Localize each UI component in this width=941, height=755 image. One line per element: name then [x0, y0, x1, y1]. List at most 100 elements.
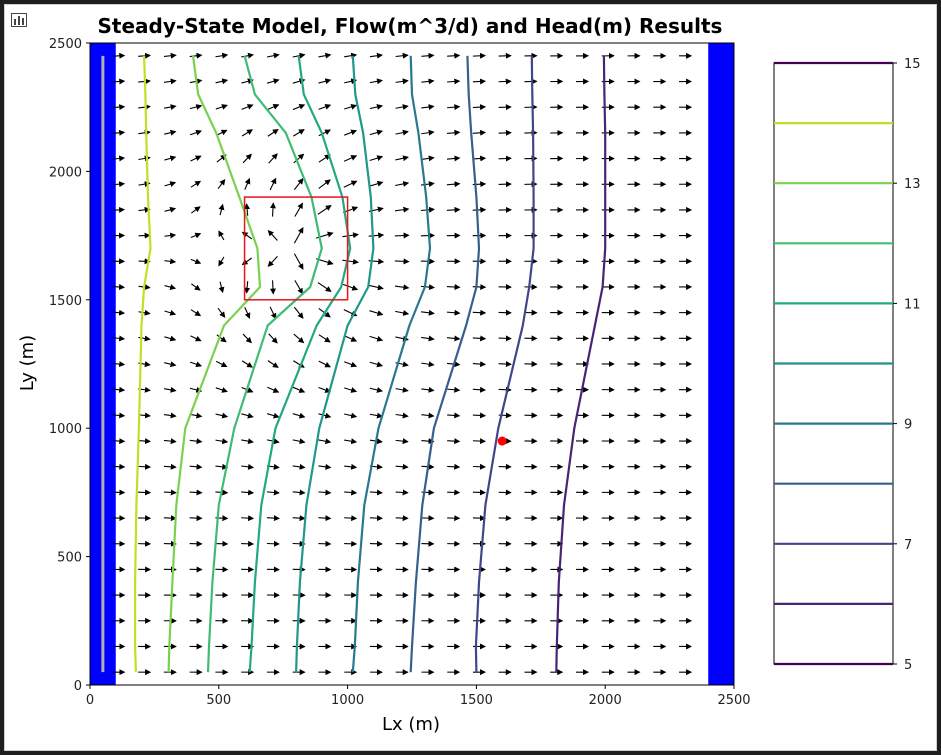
x-tick-label: 500 — [206, 693, 231, 708]
flow-arrow — [369, 180, 384, 187]
colorbar-tick-label: 11 — [904, 297, 921, 312]
flow-arrow — [498, 155, 512, 162]
flow-arrow — [242, 333, 252, 344]
flow-arrow — [138, 463, 152, 470]
flow-arrow — [244, 177, 251, 190]
flow-arrow — [218, 281, 225, 294]
colorbar-tick-label: 13 — [904, 177, 921, 192]
flow-arrow — [342, 232, 359, 239]
flow-arrow — [164, 232, 177, 239]
flow-arrow — [394, 284, 410, 291]
flow-arrow — [421, 104, 435, 111]
flow-arrow — [215, 52, 229, 59]
right-boundary — [708, 43, 734, 685]
flow-arrow — [241, 412, 254, 419]
flow-arrow — [446, 155, 461, 162]
flow-arrow — [189, 52, 203, 59]
flow-arrow — [268, 333, 278, 344]
flow-arrow — [190, 335, 202, 342]
flow-arrow — [395, 463, 409, 470]
flow-arrow — [395, 129, 409, 136]
flow-arrow — [267, 128, 279, 137]
flow-arrow — [344, 489, 358, 496]
flow-arrow — [395, 310, 410, 316]
flow-arrow — [498, 104, 512, 111]
y-axis-label: Ly (m) — [17, 335, 38, 391]
x-tick-label: 0 — [86, 693, 94, 708]
head-contour-14 — [134, 55, 152, 673]
flow-arrow — [447, 438, 461, 445]
flow-arrow — [395, 78, 409, 85]
flow-arrow — [164, 155, 177, 162]
flow-arrow — [293, 129, 305, 137]
flow-arrow — [138, 104, 151, 111]
flow-arrow — [344, 361, 358, 368]
flow-arrow — [267, 360, 279, 368]
flow-arrow — [189, 412, 203, 419]
flow-arrow — [369, 387, 383, 393]
y-tick-label: 0 — [74, 679, 82, 694]
flow-arrow — [420, 284, 435, 291]
flow-arrow — [269, 280, 276, 295]
flow-arrow — [266, 78, 280, 85]
flow-arrow — [472, 78, 487, 85]
flow-arrow — [293, 227, 304, 244]
flow-arrow — [498, 129, 512, 136]
y-tick-label: 1500 — [49, 294, 82, 309]
flow-arrow — [218, 256, 225, 267]
flow-arrow — [267, 104, 280, 111]
flow-arrow — [369, 489, 383, 496]
flow-arrow — [369, 78, 383, 85]
flow-arrow — [421, 129, 435, 136]
flow-arrow — [395, 489, 409, 496]
flow-arrow — [395, 438, 409, 445]
y-tick-label: 2500 — [49, 37, 82, 52]
flow-arrow — [368, 232, 385, 239]
flow-arrow — [164, 258, 177, 265]
flow-arrow — [292, 412, 306, 419]
chart-icon[interactable] — [11, 13, 27, 27]
flow-arrow — [447, 463, 461, 470]
flow-arrow — [189, 104, 203, 110]
flow-arrow — [420, 309, 435, 316]
flow-arrow — [447, 52, 461, 59]
flow-arrow — [112, 309, 126, 316]
chart-title: Steady-State Model, Flow(m^3/d) and Head… — [98, 14, 723, 38]
flow-arrow — [318, 412, 332, 419]
flow-arrow — [241, 360, 254, 368]
flow-arrow — [318, 52, 332, 59]
flow-arrow — [344, 103, 358, 110]
flow-arrow — [394, 232, 410, 239]
flow-arrow — [293, 360, 305, 368]
flow-arrow — [395, 386, 409, 393]
flow-arrow — [112, 78, 126, 85]
flow-arrow — [138, 232, 151, 239]
flow-arrow — [318, 489, 332, 496]
flow-arrow — [447, 104, 461, 111]
plot-frame — [89, 42, 735, 686]
flow-arrow — [368, 284, 384, 291]
head-contour-8 — [409, 55, 481, 673]
y-tick-label: 1000 — [49, 422, 82, 437]
flow-arrow — [244, 203, 251, 216]
flow-arrow — [293, 178, 304, 190]
flow-arrow — [318, 179, 331, 189]
head-contour-9 — [351, 55, 432, 673]
flow-arrow — [112, 104, 126, 111]
plot-area: 0 500 1000 1500 2000 2500 0 500 1000 1500 2000 2500 — [49, 37, 751, 708]
flow-arrow — [215, 438, 229, 445]
flow-arrow — [293, 253, 304, 270]
flow-arrow — [421, 386, 435, 393]
zone-rectangle — [243, 196, 349, 301]
flow-arrow — [318, 463, 332, 470]
observation-point — [497, 436, 507, 446]
flow-arrow — [369, 129, 384, 136]
flow-arrow — [344, 387, 358, 393]
flow-arrow — [112, 438, 126, 445]
flow-arrow — [343, 335, 358, 342]
flow-arrow — [217, 178, 226, 190]
flow-arrow — [112, 361, 126, 368]
flow-arrow — [191, 206, 201, 214]
flow-arrow — [421, 155, 435, 162]
flow-arrow — [138, 309, 151, 316]
